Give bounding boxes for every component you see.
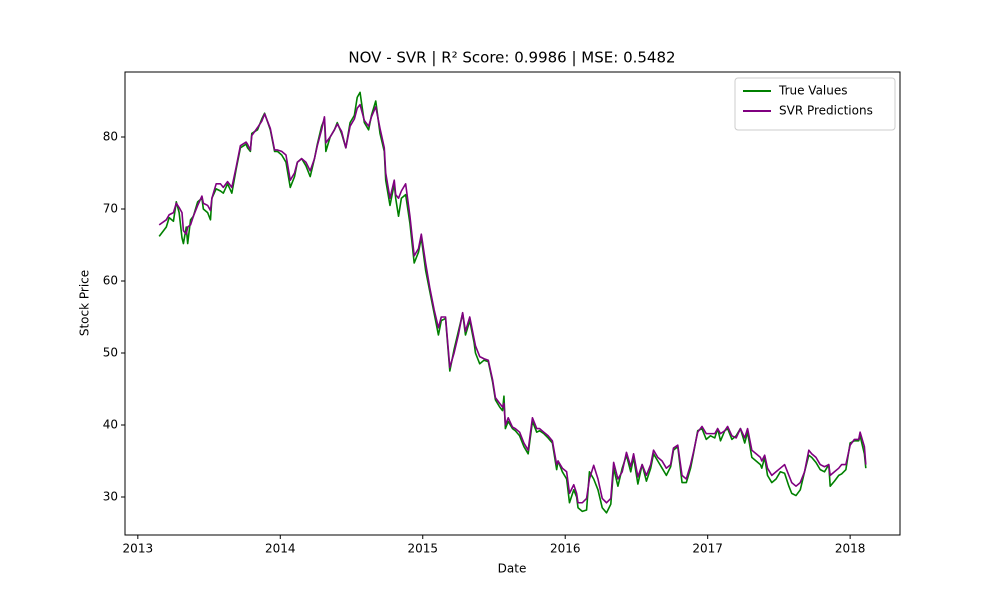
- x-tick-label: 2014: [265, 542, 296, 556]
- y-tick-label: 40: [103, 417, 118, 431]
- x-tick-label: 2018: [835, 542, 866, 556]
- series-line: [158, 103, 867, 504]
- y-tick-label: 50: [103, 345, 118, 359]
- y-axis-label: Stock Price: [78, 270, 92, 336]
- y-tick-label: 60: [103, 274, 118, 288]
- x-tick-label: 2017: [692, 542, 723, 556]
- x-tick-label: 2016: [550, 542, 581, 556]
- chart-title: NOV - SVR | R² Score: 0.9986 | MSE: 0.54…: [348, 49, 675, 67]
- legend-box: [734, 77, 896, 131]
- y-tick-label: 70: [103, 202, 118, 216]
- plot-frame: [124, 71, 901, 536]
- y-tick-label: 30: [103, 489, 118, 503]
- x-tick-label: 2015: [407, 542, 438, 556]
- y-tick-label: 80: [103, 130, 118, 144]
- legend-label: SVR Predictions: [779, 104, 873, 118]
- legend-label: True Values: [778, 84, 848, 98]
- x-tick-label: 2013: [123, 542, 154, 556]
- x-axis-label: Date: [498, 562, 527, 576]
